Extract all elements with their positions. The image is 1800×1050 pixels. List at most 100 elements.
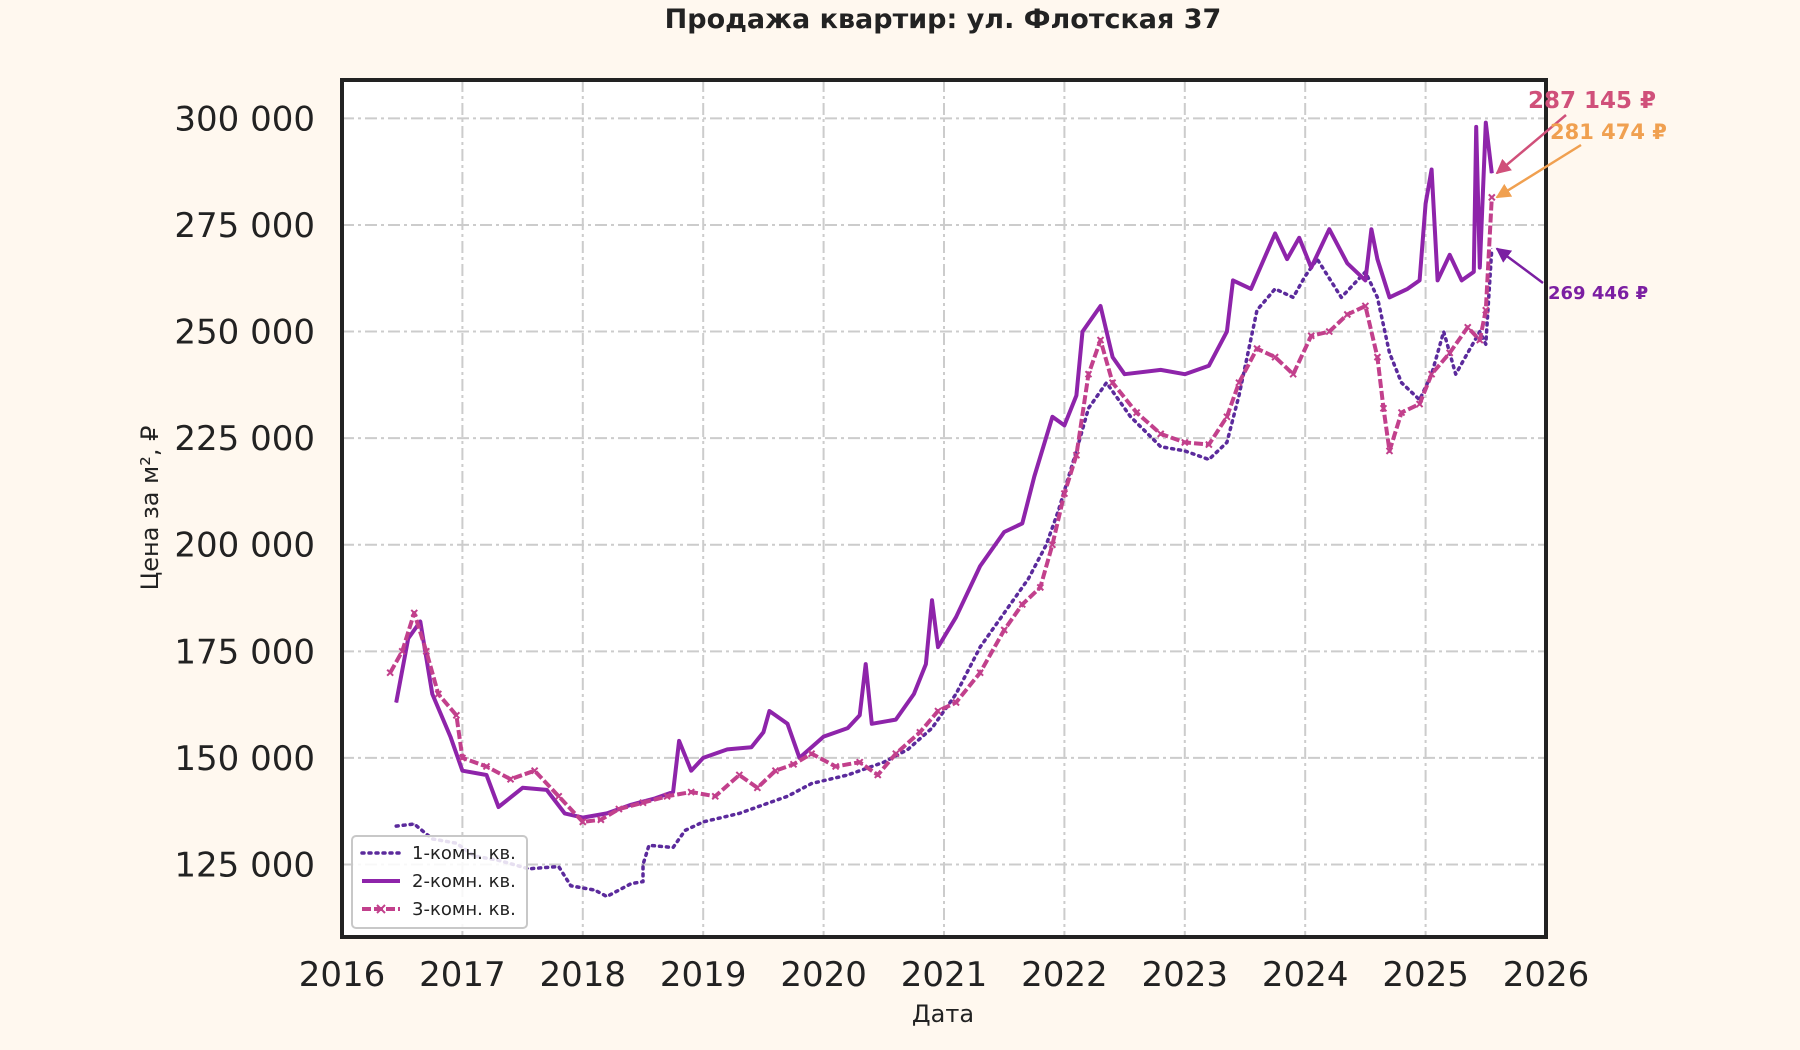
data-point: [579, 818, 587, 826]
data-point: [386, 668, 394, 677]
data-point: [452, 711, 461, 719]
data-point: [883, 761, 885, 763]
legend-marker: [376, 904, 386, 914]
y-tick-label: 200 000: [174, 526, 315, 566]
data-point: [663, 792, 671, 801]
y-tick-label: 150 000: [174, 739, 315, 779]
data-point: [1205, 440, 1213, 449]
data-point: [1479, 331, 1481, 333]
data-point: [892, 749, 900, 758]
data-point: [1130, 416, 1132, 418]
data-point: [570, 885, 572, 887]
data-point: [952, 698, 960, 707]
plot-area: [342, 80, 1546, 937]
data-point: [1096, 336, 1105, 344]
data-point: [1087, 407, 1089, 409]
legend-label: 2-комн. кв.: [412, 871, 516, 892]
x-tick-label: 2019: [660, 955, 747, 995]
data-point: [506, 775, 515, 783]
y-tick-label: 275 000: [174, 206, 315, 246]
data-point: [702, 757, 704, 759]
data-point: [594, 889, 596, 891]
data-point: [1415, 400, 1424, 408]
data-point: [1307, 332, 1315, 340]
data-point: [1407, 288, 1409, 290]
data-point: [1021, 522, 1023, 524]
data-point: [413, 823, 415, 825]
data-point: [1157, 430, 1165, 438]
data-point: [762, 804, 764, 806]
data-point: [1376, 258, 1378, 260]
data-point: [856, 758, 864, 766]
data-point: [1226, 331, 1228, 333]
data-point: [1388, 296, 1390, 298]
data-point: [738, 812, 740, 814]
data-point: [630, 883, 632, 885]
data-point: [1033, 476, 1035, 478]
data-point: [1208, 365, 1210, 367]
y-tick-label: 175 000: [174, 632, 315, 672]
data-point: [1328, 228, 1330, 230]
data-point: [1401, 382, 1403, 384]
y-tick-label: 300 000: [174, 99, 315, 139]
data-point: [606, 895, 608, 897]
data-point: [1232, 279, 1234, 281]
data-point: [1003, 612, 1005, 614]
data-point: [726, 748, 728, 750]
data-point: [410, 609, 418, 617]
data-point: [1397, 408, 1406, 417]
data-point: [498, 806, 500, 808]
data-point: [1160, 369, 1162, 371]
data-point: [684, 829, 686, 831]
series-lines: [386, 120, 1496, 899]
data-point: [1343, 310, 1352, 319]
data-point: [1124, 373, 1126, 375]
data-point: [1427, 370, 1436, 378]
data-point: [735, 771, 744, 779]
data-point: [1292, 296, 1294, 298]
data-point: [976, 668, 984, 677]
y-tick-label: 250 000: [174, 313, 315, 353]
data-point: [642, 864, 644, 866]
annotation-label: 269 446 ₽: [1548, 283, 1648, 304]
annotation-arrow: [1495, 143, 1582, 199]
data-point: [1018, 600, 1026, 609]
x-tick-label: 2025: [1382, 955, 1469, 995]
legend: 1-комн. кв. 2-комн. кв. 3-комн. кв.: [351, 835, 528, 929]
data-point: [522, 787, 524, 789]
data-point: [789, 760, 798, 769]
data-point: [1485, 122, 1487, 124]
data-point: [1181, 438, 1189, 447]
data-point: [1488, 193, 1496, 202]
series-line: [388, 197, 1494, 824]
data-point: [1036, 583, 1045, 592]
data-point: [642, 881, 644, 883]
data-point: [1112, 356, 1114, 358]
data-point: [1184, 450, 1186, 452]
x-tick-label: 2022: [1021, 955, 1108, 995]
data-point: [558, 866, 560, 868]
data-point: [434, 690, 443, 698]
data-point: [1132, 408, 1141, 417]
data-point: [482, 762, 491, 771]
data-point: [1003, 531, 1005, 533]
x-tick-label: 2021: [901, 955, 988, 995]
data-point: [1253, 344, 1261, 353]
data-point: [847, 774, 849, 776]
data-point: [1325, 327, 1333, 336]
data-point: [1235, 379, 1243, 387]
y-axis-label: Цена за м², ₽: [136, 426, 164, 591]
data-point: [771, 767, 780, 775]
data-point: [1425, 203, 1427, 205]
data-point: [1048, 541, 1057, 549]
data-point: [395, 701, 397, 703]
annotation-label: 281 474 ₽: [1550, 120, 1667, 144]
data-point: [1000, 626, 1008, 634]
data-point: [1443, 331, 1445, 333]
data-point: [395, 825, 397, 827]
data-point: [786, 795, 788, 797]
data-point: [895, 719, 897, 721]
data-point: [831, 762, 840, 771]
data-point: [1160, 446, 1162, 448]
